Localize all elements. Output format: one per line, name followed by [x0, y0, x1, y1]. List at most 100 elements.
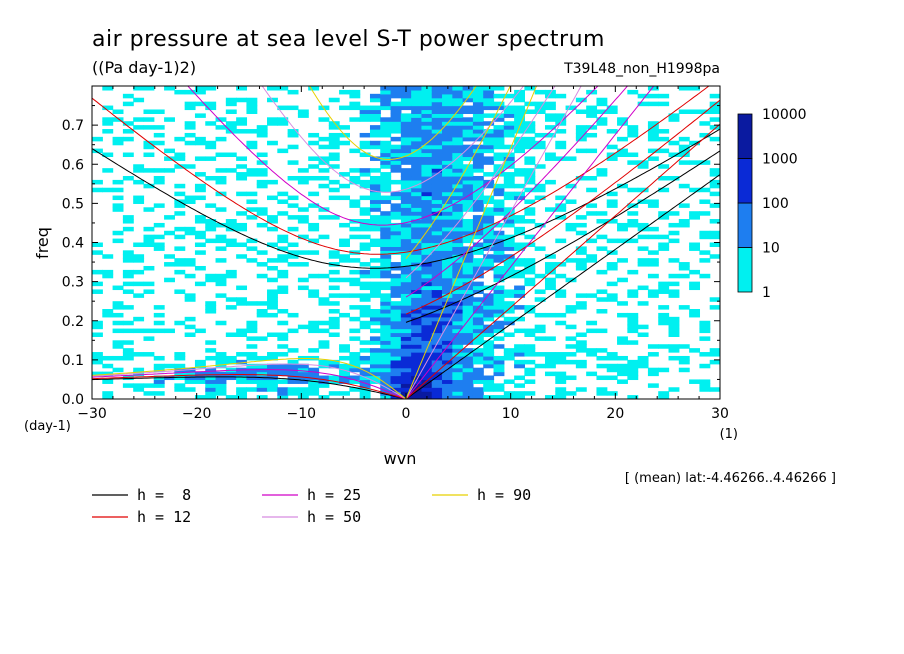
heatmap-cell [318, 156, 330, 161]
heatmap-cell [359, 395, 371, 399]
heatmap-cell [431, 332, 443, 337]
heatmap-cell [493, 242, 505, 248]
heatmap-cell [390, 222, 402, 228]
heatmap-cell [472, 273, 484, 279]
heatmap-cell [267, 371, 278, 377]
axis-ticks: −30 −20 −10 0 10 20 300.00.10.20.30.40.50.60.7 [62, 85, 729, 422]
heatmap-cell [524, 269, 536, 275]
heatmap-cell [709, 109, 720, 114]
heatmap-cell [411, 113, 423, 118]
heatmap-cell [308, 375, 320, 381]
heatmap-cell [174, 203, 186, 208]
heatmap-cell [544, 93, 556, 99]
heatmap-cell [411, 277, 423, 283]
heatmap-cell [174, 183, 186, 189]
heatmap-cell [400, 136, 412, 142]
heatmap-cell [709, 234, 720, 240]
heatmap-cell [339, 105, 350, 111]
heatmap-cell [442, 355, 453, 361]
heatmap-cell [503, 93, 515, 99]
heatmap-cell [442, 222, 453, 228]
heatmap-cell [411, 168, 423, 173]
heatmap-cell [267, 387, 278, 392]
heatmap-cell [236, 352, 248, 357]
heatmap-cell [606, 262, 618, 267]
heatmap-cell [267, 265, 278, 271]
heatmap-cell [390, 148, 402, 154]
heatmap-cell [236, 359, 248, 365]
heatmap-cell [349, 105, 361, 111]
heatmap-cell [256, 211, 268, 216]
heatmap-cell [102, 273, 114, 279]
heatmap-cell [256, 379, 268, 384]
heatmap-cell [411, 203, 423, 208]
heatmap-cell [503, 293, 515, 298]
heatmap-cell [606, 265, 618, 271]
heatmap-cell [359, 320, 371, 326]
heatmap-cell [431, 93, 443, 99]
heatmap-cell [143, 265, 155, 271]
heatmap-cell [421, 265, 433, 271]
heatmap-cell [431, 363, 443, 369]
heatmap-cell [205, 355, 217, 361]
heatmap-cell [369, 312, 381, 318]
heatmap-cell [287, 144, 299, 150]
heatmap-cell [524, 125, 536, 130]
heatmap-cell [421, 246, 433, 251]
heatmap-cell [668, 175, 680, 181]
heatmap-cell [493, 301, 505, 306]
heatmap-cell [442, 269, 453, 275]
heatmap-cell [503, 379, 515, 384]
heatmap-cell [452, 89, 464, 95]
heatmap-cell [411, 211, 423, 216]
heatmap-cell [297, 285, 309, 291]
heatmap-cell [442, 348, 453, 353]
heatmap-cell [194, 172, 206, 177]
heatmap-cell [668, 316, 680, 322]
heatmap-cell [267, 355, 278, 361]
heatmap-cell [462, 179, 474, 185]
heatmap-cell [503, 195, 515, 201]
heatmap-cell [297, 371, 309, 377]
heatmap-cell [225, 125, 237, 130]
heatmap-cell [411, 391, 423, 396]
heatmap-cell [472, 395, 484, 399]
heatmap-cell [534, 273, 546, 279]
heatmap-cell [328, 250, 340, 255]
heatmap-cell [493, 285, 505, 291]
heatmap-cell [565, 199, 577, 204]
heatmap-cell [359, 109, 371, 114]
heatmap-cell [133, 97, 145, 103]
heatmap-cell [421, 383, 433, 388]
heatmap-cell [359, 383, 371, 388]
heatmap-cell [514, 363, 525, 369]
heatmap-cell [153, 363, 165, 369]
heatmap-cell [514, 195, 525, 201]
heatmap-cell [442, 285, 453, 291]
heatmap-cell [472, 156, 484, 161]
heatmap-cell [297, 375, 309, 381]
heatmap-cell [380, 187, 392, 193]
heatmap-cell [555, 320, 567, 326]
heatmap-cell [514, 140, 525, 146]
heatmap-cell [678, 219, 690, 224]
heatmap-cell [349, 203, 361, 208]
heatmap-cell [472, 113, 484, 118]
heatmap-cell [544, 363, 556, 369]
heatmap-cell [472, 203, 484, 208]
heatmap-cell [236, 391, 248, 396]
heatmap-cell [380, 395, 392, 399]
heatmap-cell [647, 344, 659, 349]
heatmap-cell [658, 187, 670, 193]
heatmap-cell [122, 250, 134, 255]
heatmap-cell [411, 348, 423, 353]
heatmap-cell [421, 281, 433, 287]
heatmap-cell [287, 89, 299, 95]
heatmap-cell [102, 391, 114, 396]
heatmap-cell [349, 269, 361, 275]
heatmap-cell [256, 172, 268, 177]
heatmap-cell [472, 289, 484, 294]
heatmap-cell [586, 203, 598, 208]
heatmap-cell [143, 144, 155, 150]
heatmap-cell [421, 191, 433, 197]
